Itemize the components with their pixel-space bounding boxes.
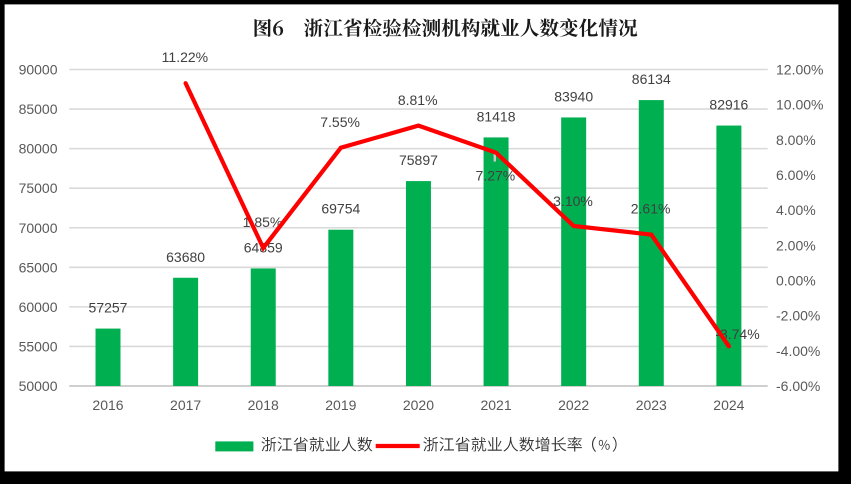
svg-text:7.55%: 7.55% <box>320 114 360 130</box>
svg-text:55000: 55000 <box>19 338 58 354</box>
svg-text:2023: 2023 <box>636 397 667 413</box>
svg-text:63680: 63680 <box>166 249 205 265</box>
svg-text:2016: 2016 <box>92 397 123 413</box>
svg-text:0.00%: 0.00% <box>776 273 816 289</box>
svg-text:75000: 75000 <box>19 180 58 196</box>
svg-text:80000: 80000 <box>19 141 58 157</box>
svg-text:75897: 75897 <box>399 152 438 168</box>
svg-text:2021: 2021 <box>480 397 511 413</box>
svg-text:12.00%: 12.00% <box>776 62 823 78</box>
svg-text:4.00%: 4.00% <box>776 202 816 218</box>
svg-text:81418: 81418 <box>477 108 516 124</box>
svg-text:69754: 69754 <box>321 201 360 217</box>
svg-text:3.10%: 3.10% <box>553 193 593 209</box>
svg-text:90000: 90000 <box>19 62 58 78</box>
svg-text:2024: 2024 <box>713 397 744 413</box>
svg-text:86134: 86134 <box>632 71 671 87</box>
svg-text:85000: 85000 <box>19 101 58 117</box>
svg-text:2020: 2020 <box>403 397 434 413</box>
svg-text:-2.00%: -2.00% <box>776 308 820 324</box>
svg-text:2018: 2018 <box>248 397 279 413</box>
svg-text:2019: 2019 <box>325 397 356 413</box>
svg-text:70000: 70000 <box>19 220 58 236</box>
svg-text:2.61%: 2.61% <box>631 201 671 217</box>
svg-text:8.00%: 8.00% <box>776 132 816 148</box>
svg-text:60000: 60000 <box>19 299 58 315</box>
svg-text:6.00%: 6.00% <box>776 167 816 183</box>
svg-text:2022: 2022 <box>558 397 589 413</box>
svg-text:8.81%: 8.81% <box>398 92 438 108</box>
svg-text:-3.74%: -3.74% <box>715 326 759 342</box>
svg-text:11.22%: 11.22% <box>162 49 208 65</box>
svg-text:50000: 50000 <box>19 378 58 394</box>
svg-text:7.27%: 7.27% <box>476 168 516 184</box>
svg-text:2017: 2017 <box>170 397 201 413</box>
svg-text:83940: 83940 <box>554 88 593 104</box>
svg-text:65000: 65000 <box>19 259 58 275</box>
svg-text:10.00%: 10.00% <box>776 97 823 113</box>
svg-text:2.00%: 2.00% <box>776 237 816 253</box>
svg-text:57257: 57257 <box>89 300 128 316</box>
svg-text:82916: 82916 <box>709 97 748 113</box>
svg-text:-6.00%: -6.00% <box>776 378 820 394</box>
svg-text:-4.00%: -4.00% <box>776 343 820 359</box>
